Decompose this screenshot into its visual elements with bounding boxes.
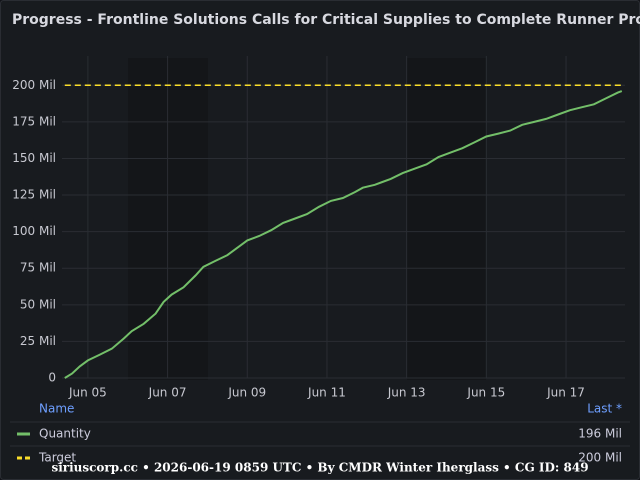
x-tick-label: Jun 07: [148, 386, 187, 400]
x-tick-label: Jun 13: [387, 386, 426, 400]
y-tick-label: 75 Mil: [20, 261, 56, 275]
chart-title: Progress - Frontline Solutions Calls for…: [12, 12, 640, 28]
y-tick-label: 0: [48, 371, 56, 385]
y-tick-label: 50 Mil: [20, 297, 56, 311]
x-tick-label: Jun 05: [68, 386, 107, 400]
x-tick-label: Jun 15: [466, 386, 505, 400]
series-line: [64, 90, 623, 379]
y-tick-label: 200 Mil: [12, 78, 56, 92]
y-tick-label: 150 Mil: [12, 151, 56, 165]
x-tick-label: Jun 17: [546, 386, 585, 400]
legend-last-value: 196 Mil: [578, 427, 622, 441]
y-tick-label: 100 Mil: [12, 224, 56, 238]
y-tick-label: 25 Mil: [20, 334, 56, 348]
y-tick-label: 175 Mil: [12, 114, 56, 128]
legend-header: Name: [39, 402, 74, 416]
y-tick-label: 125 Mil: [12, 188, 56, 202]
footer: siriuscorp.cc • 2026-06-19 0859 UTC • By…: [51, 461, 588, 475]
legend-header: Last *: [587, 402, 622, 416]
legend-label: Quantity: [39, 427, 91, 441]
x-tick-label: Jun 09: [227, 386, 266, 400]
legend-label: Target: [38, 451, 76, 465]
x-tick-label: Jun 11: [307, 386, 346, 400]
shaded-region: [407, 58, 486, 380]
legend-last-value: 200 Mil: [578, 451, 622, 465]
